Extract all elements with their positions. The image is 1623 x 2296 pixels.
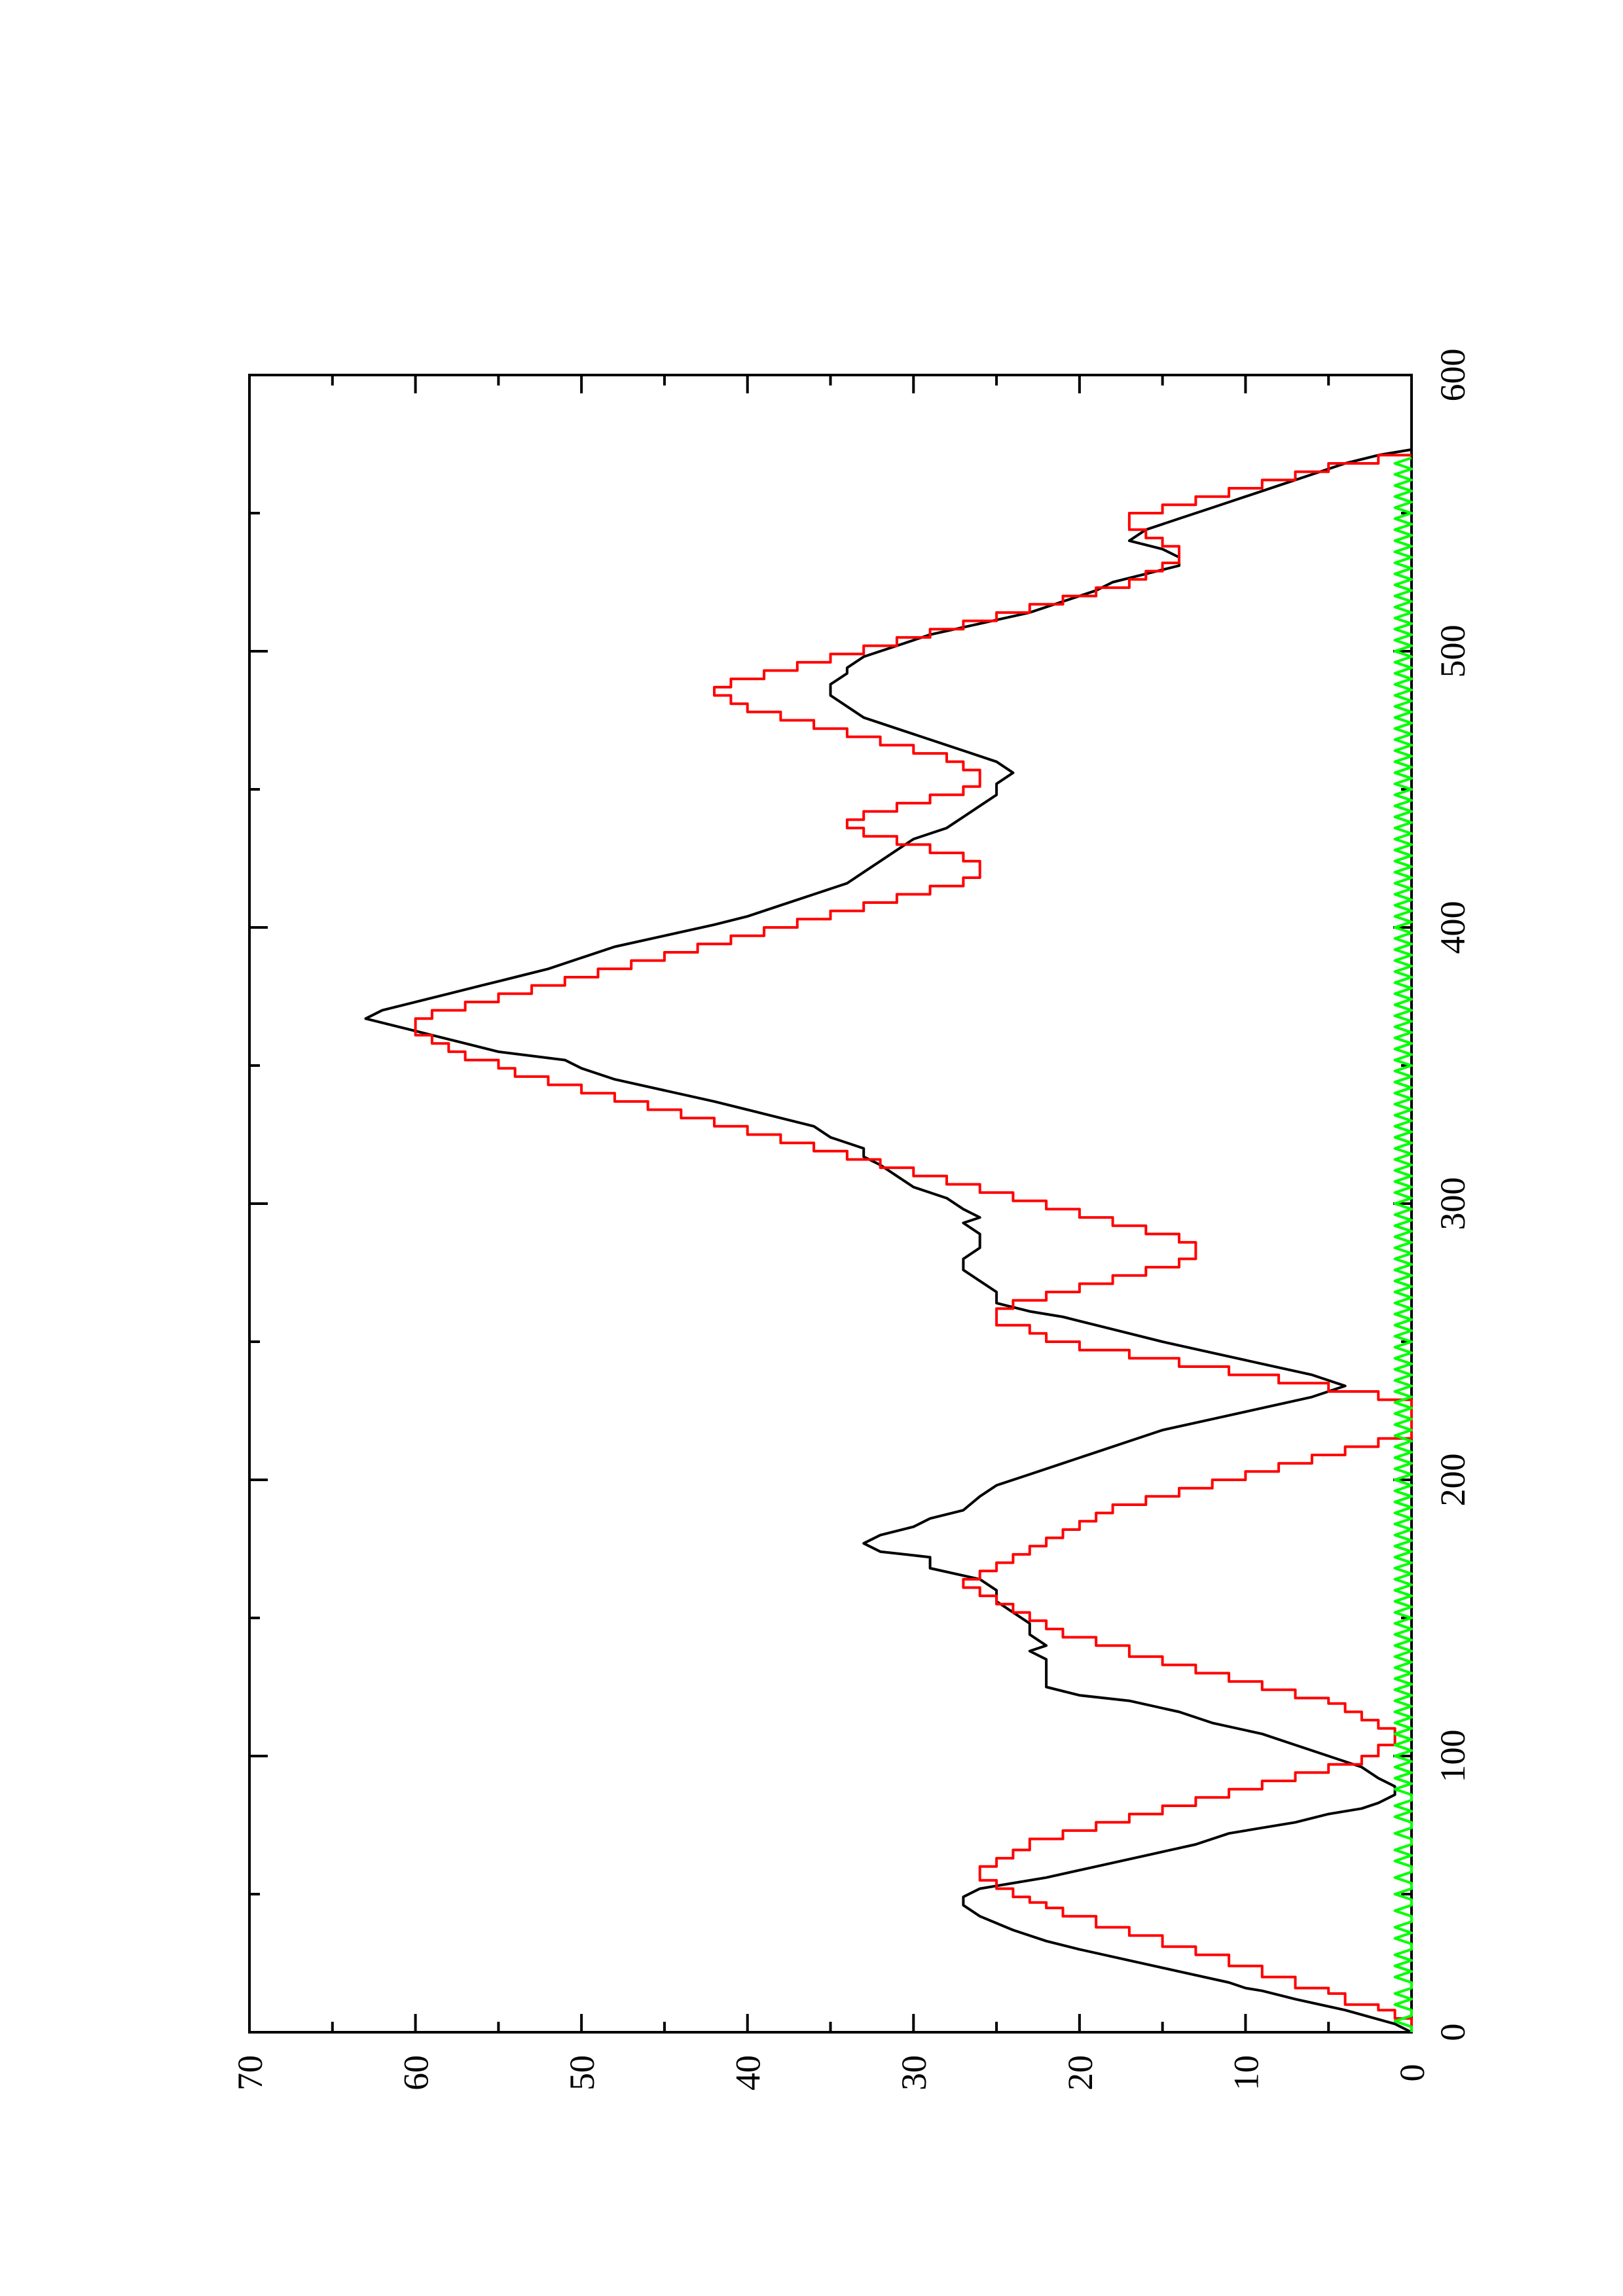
series-line-black	[364, 448, 1412, 2034]
x-tick-label: 100	[1433, 1730, 1472, 1783]
x-tick-label: 400	[1433, 901, 1472, 954]
y-tick-label: 40	[729, 2055, 768, 2090]
axis-tick-labels: 0 100 200 300 400 500 600 0 10 20 30 40 50 60 70	[230, 349, 1472, 2091]
series-line-green	[1393, 456, 1413, 2032]
x-tick-label: 500	[1433, 625, 1472, 678]
x-tick-label: 600	[1433, 349, 1472, 402]
y-tick-label: 0	[1393, 2064, 1432, 2082]
y-tick-label: 20	[1061, 2055, 1100, 2090]
series-line-red	[414, 454, 1413, 2032]
series-group	[364, 448, 1413, 2034]
plot-frame	[248, 374, 1413, 2034]
x-tick-label: 300	[1433, 1177, 1472, 1230]
y-tick-label: 30	[894, 2055, 934, 2090]
x-tick-label: 200	[1433, 1454, 1472, 1507]
y-tick-label: 50	[562, 2055, 602, 2090]
x-tick-label: 0	[1433, 2024, 1472, 2041]
y-tick-label: 10	[1226, 2055, 1266, 2090]
y-tick-label: 70	[230, 2055, 270, 2090]
axis-ticks	[248, 374, 1413, 2034]
y-tick-label: 60	[396, 2055, 435, 2090]
